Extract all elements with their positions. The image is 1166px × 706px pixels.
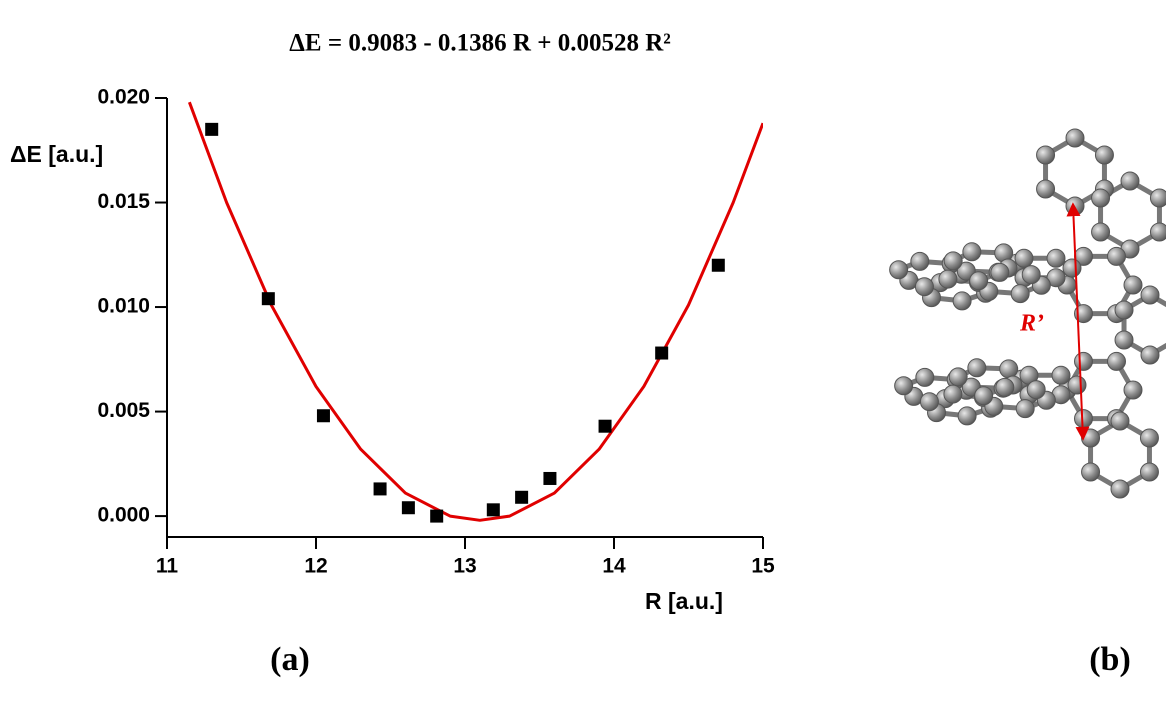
atom	[915, 278, 933, 296]
y-tick-label: 0.015	[97, 190, 150, 213]
panel-label: (b)	[1089, 641, 1131, 678]
atom	[1011, 285, 1029, 303]
atom	[1115, 331, 1133, 349]
atom	[970, 272, 988, 290]
x-tick-label: 11	[156, 555, 179, 578]
x-tick-label: 13	[453, 555, 476, 578]
atom	[958, 407, 976, 425]
atom	[1141, 286, 1159, 304]
y-tick-label: 0.000	[97, 504, 150, 527]
atom	[1108, 247, 1126, 265]
data-point	[515, 491, 528, 504]
atom	[1022, 266, 1040, 284]
data-point	[317, 409, 330, 422]
atom	[1111, 412, 1129, 430]
atom	[1121, 172, 1139, 190]
y-tick-label: 0.005	[97, 399, 150, 422]
x-tick-label: 15	[751, 555, 775, 578]
data-point	[205, 123, 218, 136]
atom	[1075, 410, 1093, 428]
atom	[1016, 400, 1034, 418]
atom	[1066, 197, 1084, 215]
atom	[1150, 189, 1166, 207]
atom	[890, 261, 908, 279]
atom	[944, 252, 962, 270]
atom	[1066, 129, 1084, 147]
atom	[1015, 249, 1033, 267]
atom	[920, 393, 938, 411]
atom	[1075, 352, 1093, 370]
atom	[1000, 360, 1018, 378]
data-point	[374, 482, 387, 495]
data-point	[430, 510, 443, 523]
atom	[968, 359, 986, 377]
atom	[975, 387, 993, 405]
data-point	[487, 503, 500, 516]
data-point	[712, 259, 725, 272]
atom	[1052, 366, 1070, 384]
atom	[1082, 429, 1100, 447]
atom	[1095, 146, 1113, 164]
atom	[1111, 480, 1129, 498]
atom	[1027, 381, 1045, 399]
atom	[911, 252, 929, 270]
atom	[963, 243, 981, 261]
figure: ΔE = 0.9083 - 0.1386 R + 0.00528 R² ΔE […	[0, 0, 1166, 706]
data-point	[543, 472, 556, 485]
atom	[1082, 463, 1100, 481]
distance-label: R’	[1019, 311, 1044, 337]
data-point	[655, 347, 668, 360]
atom	[991, 263, 1009, 281]
x-axis-label: R [a.u.]	[645, 588, 723, 614]
atom	[1063, 259, 1081, 277]
atom	[1108, 352, 1126, 370]
atom	[1037, 146, 1055, 164]
x-tick-label: 14	[602, 555, 626, 578]
y-tick-label: 0.010	[97, 295, 150, 318]
y-axis-label: ΔE [a.u.]	[10, 141, 103, 167]
y-tick-label: 0.020	[97, 86, 150, 109]
fit-curve	[189, 102, 763, 520]
atom	[1068, 376, 1086, 394]
atom	[996, 378, 1014, 396]
atom	[953, 292, 971, 310]
atom	[949, 368, 967, 386]
atom	[916, 368, 934, 386]
atom	[939, 270, 957, 288]
atom	[1124, 381, 1142, 399]
atom	[1140, 463, 1158, 481]
atom	[1115, 301, 1133, 319]
data-point	[599, 420, 612, 433]
data-point	[402, 501, 415, 514]
atom	[1047, 249, 1065, 267]
atom	[895, 377, 913, 395]
data-point	[262, 292, 275, 305]
atom	[1140, 429, 1158, 447]
atom	[1037, 180, 1055, 198]
panel-label: (a)	[270, 641, 310, 678]
atom	[1124, 276, 1142, 294]
chart-title: ΔE = 0.9083 - 0.1386 R + 0.00528 R²	[289, 30, 671, 57]
atom	[1150, 223, 1166, 241]
atom	[1141, 346, 1159, 364]
atom	[1092, 223, 1110, 241]
x-tick-label: 12	[304, 555, 327, 578]
atom	[944, 385, 962, 403]
atom	[1092, 189, 1110, 207]
